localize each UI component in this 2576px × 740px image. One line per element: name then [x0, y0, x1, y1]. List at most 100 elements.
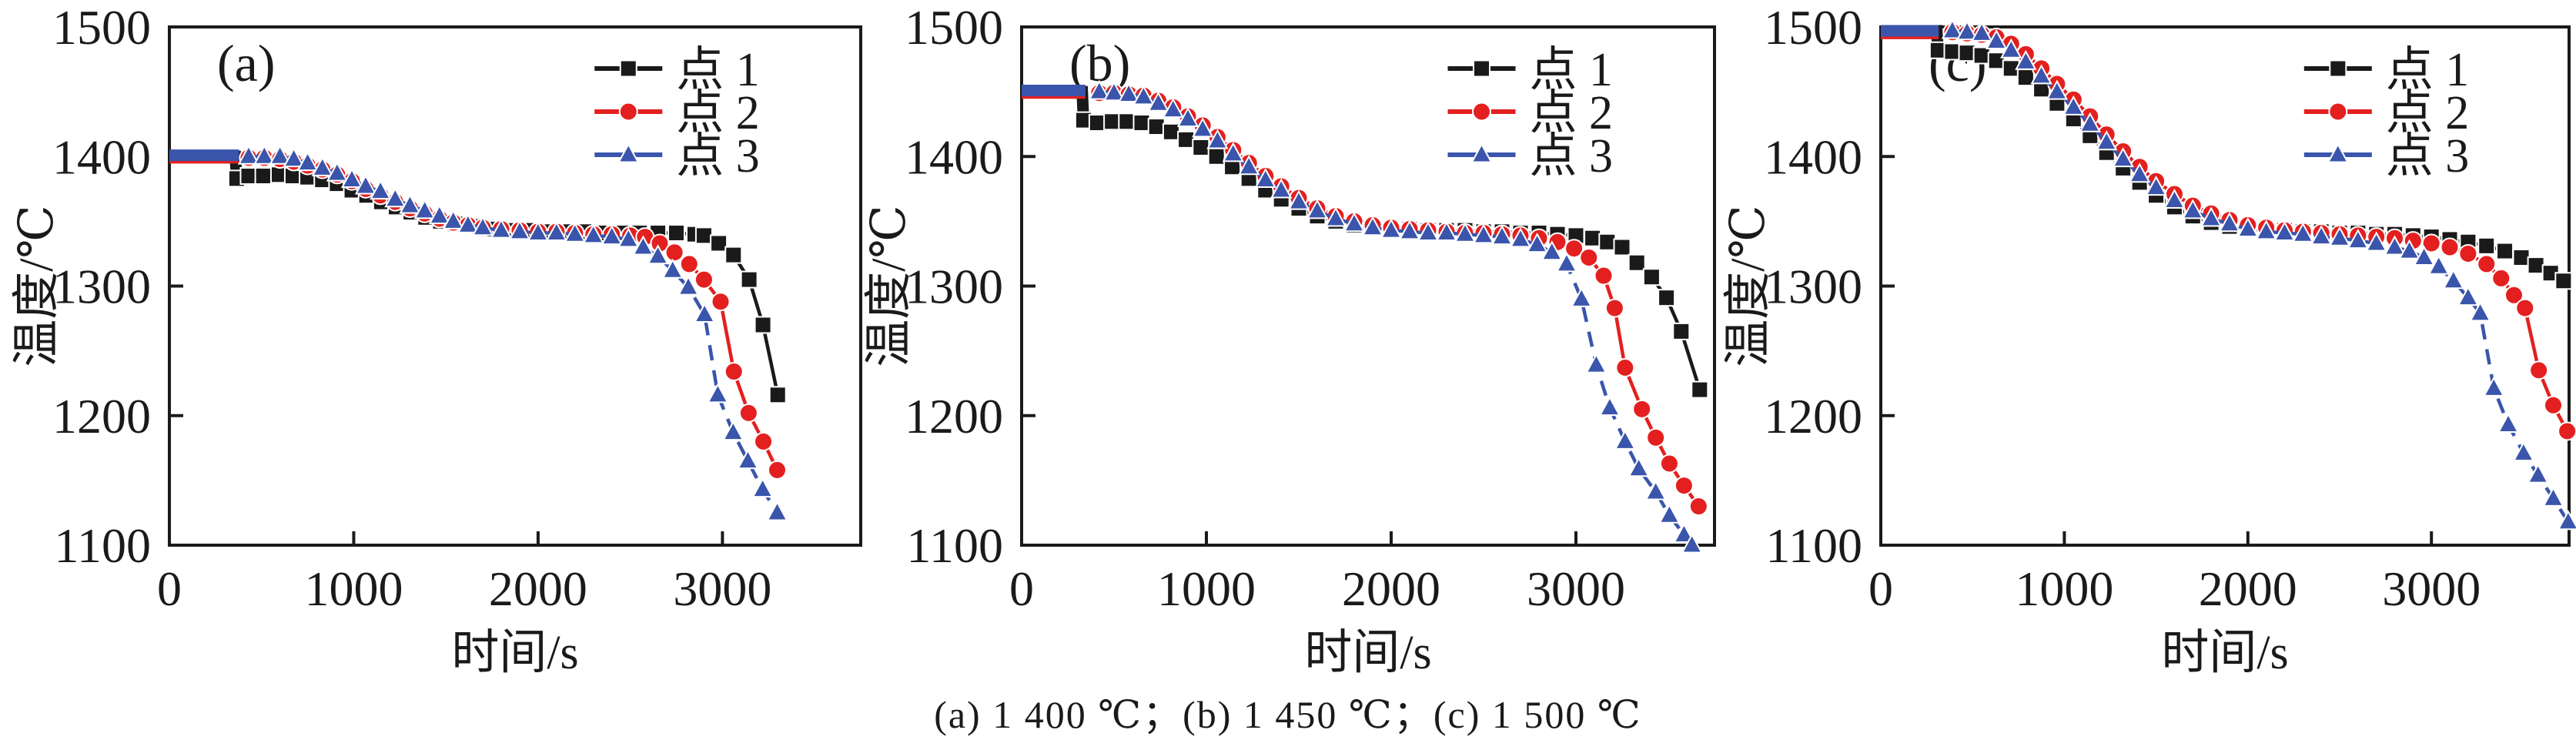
- series-marker: [354, 174, 377, 195]
- series-marker: [711, 292, 731, 312]
- series-marker: [2046, 79, 2069, 100]
- series-marker: [1598, 233, 1617, 251]
- series-marker: [564, 222, 587, 243]
- series-marker: [1658, 289, 1676, 307]
- x-tick-label: 3000: [2382, 561, 2481, 616]
- series-marker: [269, 144, 291, 165]
- series-marker: [1691, 380, 1709, 399]
- x-axis-title: 时间/s: [1304, 627, 1431, 679]
- series-marker: [1585, 353, 1607, 373]
- legend-label: 点 2: [1530, 87, 1614, 139]
- series-marker: [1943, 42, 1962, 61]
- series-marker: [582, 223, 604, 244]
- series-marker: [1162, 98, 1184, 119]
- x-axis-title: 时间/s: [451, 627, 578, 679]
- series-marker: [370, 179, 392, 200]
- y-axis-title: 温度/℃: [863, 205, 915, 367]
- y-tick-label: 1100: [906, 518, 1003, 573]
- y-tick-label: 1100: [1765, 518, 1862, 573]
- series-marker: [2062, 95, 2085, 116]
- series-marker: [1594, 266, 1614, 286]
- series-marker: [2557, 510, 2576, 531]
- series-triangle: [1881, 18, 2576, 531]
- legend-item: 点 2: [594, 87, 760, 139]
- series-marker: [617, 227, 640, 248]
- series-marker: [2512, 248, 2531, 266]
- y-tick-label: 1200: [1764, 389, 1862, 444]
- series-marker: [1343, 212, 1366, 233]
- series-marker: [442, 209, 464, 229]
- series-marker: [2427, 254, 2450, 275]
- x-tick-label: 2000: [489, 561, 587, 616]
- legend-marker: [1473, 59, 1490, 78]
- legend-marker: [1470, 142, 1493, 163]
- series-marker: [1472, 223, 1495, 244]
- series-marker: [1118, 82, 1140, 102]
- series-marker: [2527, 256, 2545, 275]
- x-axis-title: 时间/s: [2161, 627, 2288, 679]
- series-marker: [722, 420, 744, 441]
- legend-marker: [618, 102, 638, 122]
- series-marker: [737, 449, 759, 470]
- y-tick-label: 1300: [52, 260, 151, 314]
- series-line: [248, 156, 779, 471]
- series-marker: [490, 218, 513, 239]
- series-marker: [545, 220, 568, 242]
- series-marker: [1681, 533, 1703, 554]
- series-marker: [2145, 176, 2167, 196]
- series-marker: [237, 144, 260, 165]
- series-marker: [1162, 122, 1180, 141]
- series-marker: [2000, 38, 2022, 59]
- series-marker: [2496, 242, 2514, 260]
- legend-marker: [617, 142, 640, 163]
- series-marker: [710, 234, 728, 253]
- series-marker: [740, 270, 758, 289]
- y-tick-label: 1400: [52, 129, 151, 184]
- series-marker: [1177, 130, 1196, 149]
- series-marker: [2365, 231, 2387, 252]
- series-marker: [1941, 18, 1964, 39]
- series-marker: [2554, 272, 2573, 290]
- series-marker: [1564, 239, 1584, 259]
- series-marker: [1571, 286, 1593, 307]
- y-tick-label: 1400: [905, 129, 1003, 184]
- series-marker: [1659, 454, 1679, 474]
- legend-item: 点 1: [594, 44, 760, 96]
- series-marker: [1238, 155, 1260, 176]
- y-tick-label: 1300: [1764, 260, 1862, 314]
- series-marker: [1324, 206, 1347, 227]
- series-marker: [1192, 117, 1214, 138]
- series-marker: [2384, 235, 2406, 256]
- series-triangle: [1022, 79, 1703, 554]
- series-marker: [1642, 268, 1661, 286]
- series-marker: [2398, 239, 2420, 260]
- series-marker: [1417, 220, 1440, 242]
- series-marker: [2527, 463, 2549, 484]
- legend-marker: [2328, 102, 2348, 122]
- legend-label: 点 1: [1530, 44, 1614, 96]
- series-marker: [1688, 497, 1708, 517]
- series-marker: [2483, 376, 2505, 397]
- y-tick-label: 1200: [52, 389, 151, 444]
- y-tick-label: 1300: [905, 260, 1003, 314]
- series-marker: [1970, 21, 1993, 42]
- series-marker: [693, 302, 716, 323]
- series-marker: [1632, 399, 1652, 419]
- x-tick-label: 1000: [304, 561, 403, 616]
- x-tick-label: 0: [1009, 561, 1034, 616]
- series-marker: [1628, 253, 1646, 272]
- series-marker: [1398, 219, 1421, 240]
- legend-item: 点 2: [1447, 87, 1614, 139]
- legend-item: 点 3: [1447, 130, 1613, 182]
- series-marker: [311, 156, 333, 176]
- series-marker: [1986, 28, 2008, 50]
- series-marker: [2112, 147, 2134, 168]
- series-marker: [239, 166, 258, 185]
- series-marker: [2236, 216, 2259, 237]
- series-marker: [1435, 220, 1458, 242]
- y-tick-label: 1200: [905, 389, 1003, 444]
- series-marker: [754, 316, 772, 334]
- x-tick-label: 0: [157, 561, 182, 616]
- series-marker: [384, 187, 406, 208]
